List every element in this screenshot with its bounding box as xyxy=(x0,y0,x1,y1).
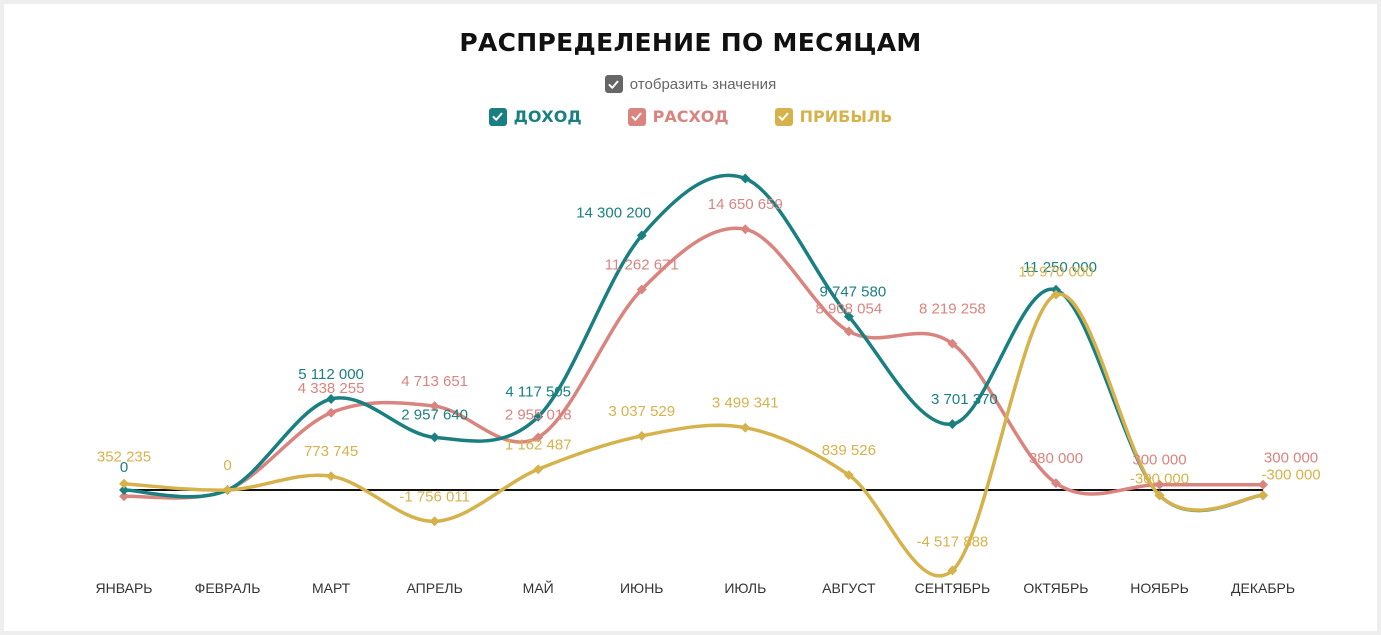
x-tick-label: ФЕВРАЛЬ xyxy=(195,580,261,596)
x-tick-label: ДЕКАБРЬ xyxy=(1231,580,1295,596)
data-point xyxy=(326,394,337,404)
x-tick-label: МАРТ xyxy=(312,580,351,596)
data-label: 8 908 054 xyxy=(815,300,882,317)
data-point xyxy=(740,173,751,184)
legend-item-expense[interactable]: РАСХОД xyxy=(627,107,729,126)
data-label: 10 970 000 xyxy=(1018,264,1093,281)
data-label: -1 756 011 xyxy=(399,488,470,505)
data-label: 3 701 370 xyxy=(931,391,998,408)
data-point xyxy=(636,230,647,241)
page-title: РАСПРЕДЕЛЕНИЕ ПО МЕСЯЦАМ xyxy=(459,28,922,57)
x-tick-label: ЯНВАРЬ xyxy=(96,580,153,596)
data-point xyxy=(222,485,233,495)
data-point xyxy=(533,432,544,443)
data-point xyxy=(1051,289,1061,300)
data-point xyxy=(1051,478,1061,489)
data-label: 1 162 487 xyxy=(505,436,572,453)
x-tick-label: ИЮЛЬ xyxy=(724,580,766,596)
data-label: 4 713 651 xyxy=(401,373,468,390)
data-label: 352 235 xyxy=(97,449,151,466)
data-label: 773 745 xyxy=(304,443,358,460)
data-label: 839 526 xyxy=(822,442,876,459)
x-tick-label: МАЙ xyxy=(523,579,554,596)
data-label: 3 037 529 xyxy=(608,403,675,420)
chart-card xyxy=(4,4,1377,631)
data-point xyxy=(1154,490,1165,501)
data-point xyxy=(843,326,854,337)
data-label: 0 xyxy=(120,459,128,476)
data-label: 11 262 671 xyxy=(605,257,679,274)
checkbox-checked-icon[interactable] xyxy=(774,107,793,126)
checkbox-checked-icon[interactable] xyxy=(488,107,507,126)
data-label: 4 117 505 xyxy=(505,384,571,401)
x-tick-label: НОЯБРЬ xyxy=(1130,580,1189,596)
x-tick-label: АПРЕЛЬ xyxy=(407,580,463,596)
x-tick-label: АВГУСТ xyxy=(822,580,876,596)
data-point xyxy=(429,401,440,412)
data-label: 5 112 000 xyxy=(298,366,364,383)
data-label: 8 219 258 xyxy=(919,301,986,318)
data-point xyxy=(636,284,647,295)
data-label: 0 xyxy=(223,457,231,474)
data-label: 380 000 xyxy=(1029,450,1083,467)
data-point xyxy=(326,407,337,418)
legend-label-income: ДОХОД xyxy=(513,107,582,126)
legend-item-profit[interactable]: ПРИБЫЛЬ xyxy=(774,107,893,126)
data-point xyxy=(119,478,129,489)
data-point xyxy=(1258,479,1268,490)
series-line-0 xyxy=(122,173,1265,513)
checkbox-checked-icon[interactable] xyxy=(604,75,623,93)
data-label: 2 957 640 xyxy=(401,406,468,423)
data-label: 300 000 xyxy=(1132,452,1186,469)
legend-label-expense: РАСХОД xyxy=(652,107,729,126)
data-point xyxy=(533,464,544,475)
data-label: 300 000 xyxy=(1264,450,1318,467)
data-label: -300 000 xyxy=(1130,470,1189,487)
data-point xyxy=(843,470,854,481)
data-point xyxy=(843,311,854,322)
legend: ДОХОД РАСХОД ПРИБЫЛЬ xyxy=(0,107,1381,126)
data-point xyxy=(947,338,958,349)
data-point xyxy=(947,565,958,576)
data-point xyxy=(429,516,440,527)
data-point xyxy=(947,419,958,430)
data-label: -300 000 xyxy=(1261,466,1320,483)
data-label: 3 499 341 xyxy=(712,395,779,412)
data-point xyxy=(429,432,440,443)
legend-item-income[interactable]: ДОХОД xyxy=(488,107,582,126)
data-point xyxy=(326,471,337,482)
data-point xyxy=(740,422,751,433)
data-label: 2 955 018 xyxy=(505,406,572,423)
data-point xyxy=(1258,490,1268,501)
x-tick-label: СЕНТЯБРЬ xyxy=(915,580,991,596)
show-values-label: отобразить значения xyxy=(629,75,777,93)
data-point xyxy=(1154,479,1165,490)
data-label: 14 300 200 xyxy=(576,204,651,221)
data-label: 14 650 659 xyxy=(708,196,783,213)
x-tick-label: ОКТЯБРЬ xyxy=(1023,580,1088,596)
data-label: 4 338 255 xyxy=(298,380,365,397)
data-point xyxy=(740,224,751,235)
data-point xyxy=(533,411,544,422)
show-values-toggle[interactable]: отобразить значения xyxy=(0,75,1381,93)
data-point xyxy=(636,430,647,441)
data-label: -4 517 888 xyxy=(917,533,989,550)
legend-label-profit: ПРИБЫЛЬ xyxy=(799,107,893,126)
series-line-2 xyxy=(122,292,1265,578)
data-label: 11 250 000 xyxy=(1023,259,1097,276)
checkbox-checked-icon[interactable] xyxy=(627,107,646,126)
data-label: 9 747 580 xyxy=(819,283,886,300)
data-point xyxy=(1051,284,1061,295)
x-tick-label: ИЮНЬ xyxy=(620,580,664,596)
